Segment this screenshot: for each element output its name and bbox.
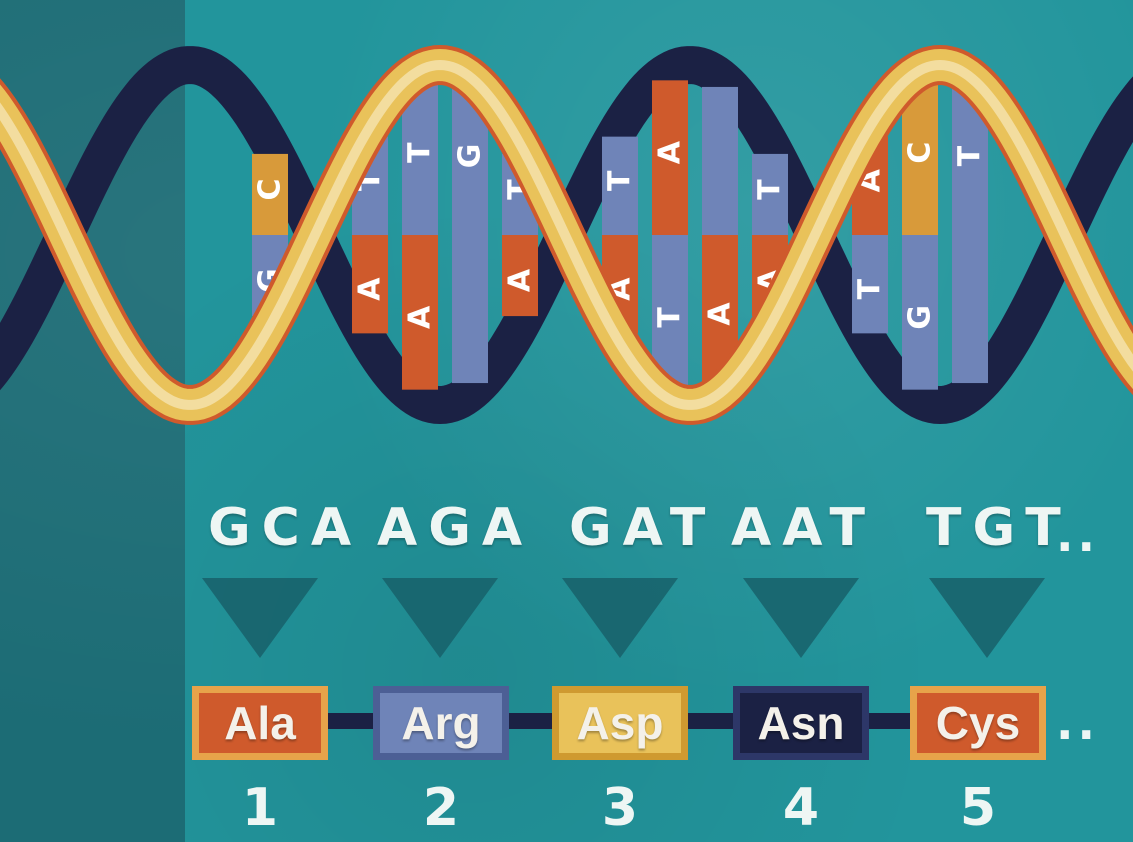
base-pair-15: T	[952, 86, 988, 384]
base-letter-bottom-10: A	[703, 302, 738, 326]
base-letter-top-11: T	[753, 179, 788, 200]
position-number-4: 4	[782, 778, 820, 838]
base-top-10	[702, 86, 738, 236]
base-pair-4: TA	[402, 80, 438, 390]
base-letter-bottom-13: T	[853, 278, 888, 299]
base-letter-top-8: T	[603, 170, 638, 191]
base-letter-bottom-9: T	[653, 307, 688, 328]
translation-arrow-3	[562, 578, 678, 658]
base-bottom-15	[952, 235, 988, 384]
base-bottom-6	[502, 235, 538, 317]
translation-arrow-2	[382, 578, 498, 658]
position-number-3: 3	[601, 778, 639, 838]
position-number-5: 5	[959, 778, 997, 838]
base-letter-bottom-4: A	[403, 305, 438, 329]
amino-acid-asn: Asn	[733, 686, 869, 760]
base-letter-top-5: G	[453, 144, 488, 169]
base-letter-bottom-3: A	[353, 277, 388, 301]
translation-arrow-4	[743, 578, 859, 658]
base-letter-top-15: T	[953, 145, 988, 166]
position-number-1: 1	[241, 778, 279, 838]
codon-1: GCA	[208, 498, 363, 558]
front-strand-highlight	[0, 59, 1133, 410]
base-pair-14: CG	[902, 80, 938, 390]
translation-arrow-1	[202, 578, 318, 658]
base-top-1	[252, 153, 288, 235]
base-bottom-3	[352, 235, 388, 334]
base-pair-5: G	[452, 86, 488, 384]
base-bottom-4	[402, 235, 438, 390]
amino-acid-asp: Asp	[552, 686, 688, 760]
base-letter-bottom-14: G	[903, 305, 938, 330]
amino-acid-ala: Ala	[192, 686, 328, 760]
codon-4: AAT	[731, 498, 876, 558]
position-number-2: 2	[422, 778, 460, 838]
base-letter-bottom-6: A	[503, 268, 538, 292]
base-letter-top-1: C	[253, 178, 288, 200]
codon-3: GAT	[569, 498, 717, 558]
base-top-9	[652, 80, 688, 235]
base-pair-10: A	[702, 86, 738, 384]
base-bottom-5	[452, 235, 488, 384]
codon-2: AGA	[377, 498, 534, 558]
base-letter-top-9: A	[653, 140, 688, 164]
codon-ellipsis: ..	[1056, 508, 1099, 562]
translation-arrow-5	[929, 578, 1045, 658]
amino-acid-arg: Arg	[373, 686, 509, 760]
base-top-8	[602, 136, 638, 235]
base-letter-top-14: C	[903, 142, 938, 164]
base-bottom-13	[852, 235, 888, 334]
base-pair-8: TA	[602, 136, 638, 334]
base-bottom-14	[902, 235, 938, 390]
chain-ellipsis: ..	[1056, 696, 1099, 750]
amino-acid-cys: Cys	[910, 686, 1046, 760]
base-letter-top-4: T	[403, 142, 438, 163]
base-pair-9: AT	[652, 80, 688, 390]
base-top-11	[752, 153, 788, 235]
codon-5: TGT	[926, 498, 1072, 558]
